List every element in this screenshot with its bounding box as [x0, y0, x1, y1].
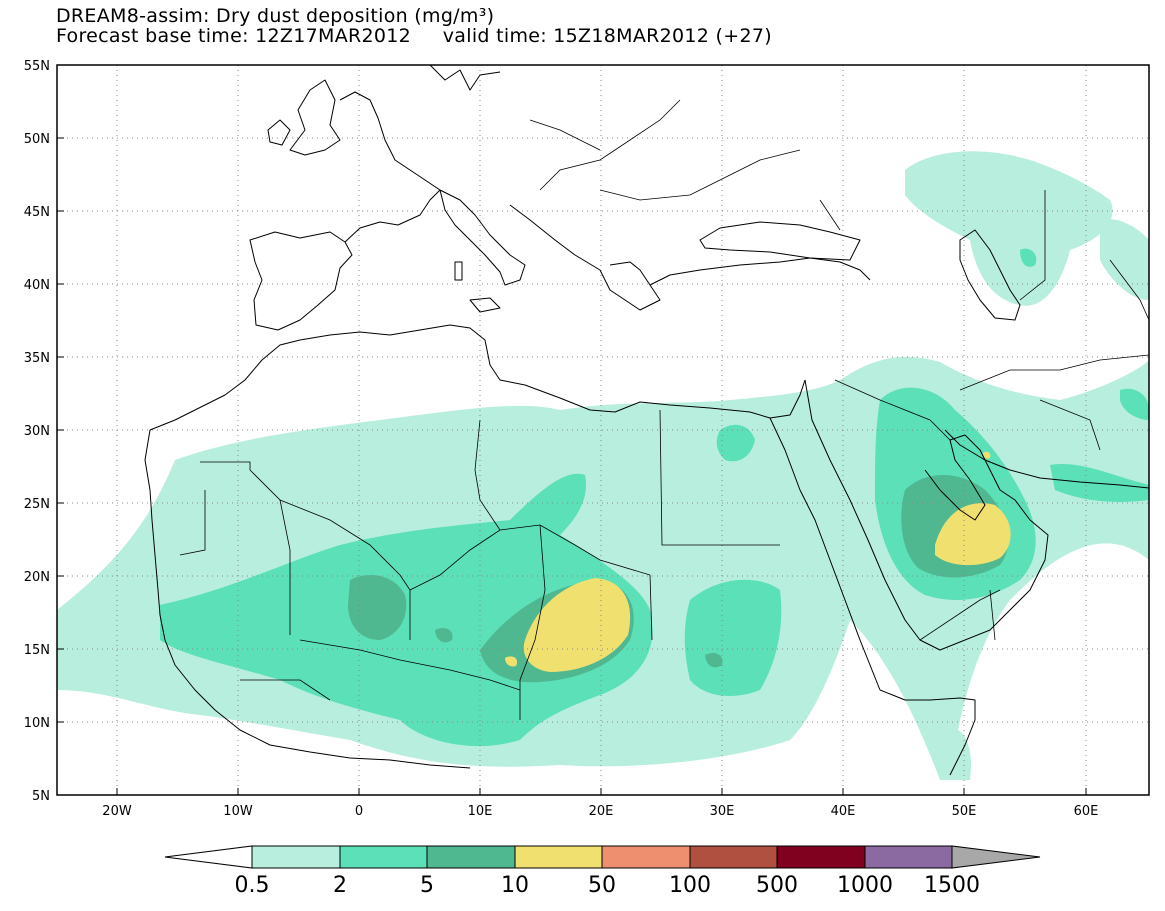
lon-label: 20W — [102, 804, 132, 819]
colorbar-min-arrow — [164, 845, 253, 869]
colorbar-max-arrow — [951, 845, 1041, 869]
lat-label: 15N — [24, 643, 50, 658]
valid-time: valid time: 15Z18MAR2012 (+27) — [442, 25, 772, 47]
colorbar-label: 100 — [669, 873, 711, 898]
colorbar-label: 500 — [756, 873, 798, 898]
lat-label: 10N — [24, 716, 50, 731]
gridlines — [57, 65, 1149, 795]
colorbar-segment — [426, 845, 516, 869]
lon-label: 0 — [355, 804, 363, 819]
lon-labels: 20W 10W 0 10E 20E 30E 40E 50E 60E — [102, 804, 1098, 819]
colorbar-segment — [601, 845, 691, 869]
lon-label: 10W — [223, 804, 253, 819]
title-line-1: DREAM8-assim: Dry dust deposition (mg/m³… — [56, 5, 495, 27]
lat-labels: 55N 50N 45N 40N 35N 30N 25N 20N 15N 10N … — [24, 59, 50, 804]
colorbar-segment — [339, 845, 428, 869]
colorbar-segment — [776, 845, 866, 869]
lat-label: 25N — [24, 497, 50, 512]
colorbar-segment — [251, 845, 341, 869]
map-title: DREAM8-assim: Dry dust deposition (mg/m³… — [56, 6, 772, 46]
colorbar-label: 1000 — [837, 873, 893, 898]
lon-label: 60E — [1074, 804, 1099, 819]
dust-field — [57, 65, 1149, 795]
title-line-2: Forecast base time: 12Z17MAR2012 valid t… — [56, 26, 772, 46]
lat-label: 20N — [24, 570, 50, 585]
lat-label: 5N — [32, 789, 50, 804]
colorbar-label: 5 — [420, 873, 434, 898]
lat-label: 35N — [24, 351, 50, 366]
colorbar-label: 50 — [588, 873, 616, 898]
lon-label: 50E — [952, 804, 977, 819]
lon-label: 30E — [710, 804, 735, 819]
lon-ticks — [116, 788, 1087, 795]
colorbar-segment — [864, 845, 953, 869]
colorbar-label: 10 — [501, 873, 529, 898]
lon-label: 10E — [468, 804, 493, 819]
lon-label: 20E — [589, 804, 614, 819]
colorbar-label: 1500 — [924, 873, 980, 898]
dust-level-10-50 — [505, 451, 1011, 672]
colorbar-labels: 0.5 2 5 10 50 100 500 1000 1500 — [235, 873, 981, 898]
lat-ticks — [57, 64, 64, 796]
lat-label: 40N — [24, 278, 50, 293]
lon-label: 40E — [831, 804, 856, 819]
coastlines — [144, 65, 1149, 776]
lat-label: 50N — [24, 132, 50, 147]
forecast-base-time: Forecast base time: 12Z17MAR2012 — [56, 25, 412, 47]
lat-label: 55N — [24, 59, 50, 74]
colorbar — [164, 845, 1041, 869]
lat-label: 30N — [24, 424, 50, 439]
colorbar-segment — [514, 845, 603, 869]
lat-label: 45N — [24, 205, 50, 220]
borders — [179, 99, 1149, 720]
colorbar-label: 0.5 — [235, 873, 270, 898]
colorbar-segment — [689, 845, 778, 869]
colorbar-label: 2 — [333, 873, 347, 898]
